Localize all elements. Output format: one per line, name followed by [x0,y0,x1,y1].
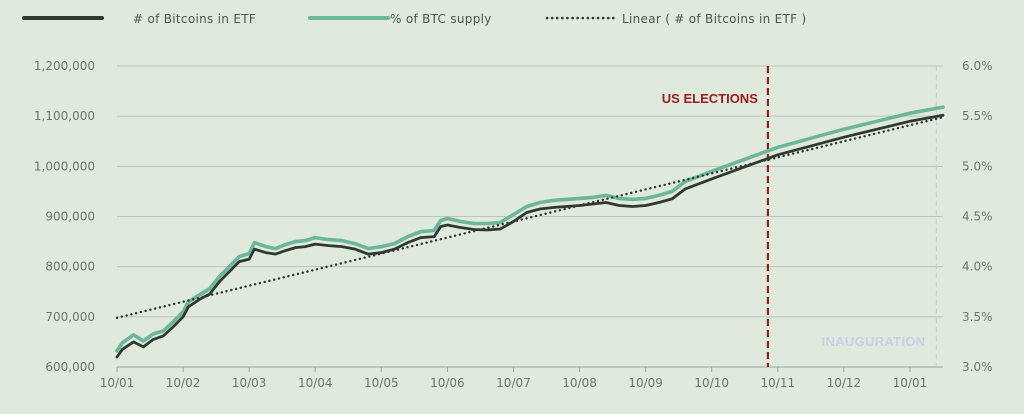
x-tick-label: 10/09 [628,376,663,390]
y-right-tick-label: 5.5% [962,109,993,123]
y-left-tick-label: 1,200,000 [34,59,95,73]
y-right-tick-label: 4.5% [962,210,993,224]
x-tick-label: 10/01 [100,376,135,390]
legend: # of Bitcoins in ETF % of BTC supply Linea… [22,12,806,26]
y-right-tick-label: 3.0% [962,360,993,374]
y-left-tick-label: 900,000 [45,210,95,224]
x-axis: 10/01 10/02 10/03 10/04 10/05 10/06 10/07 10/08… [100,367,928,390]
annotations: US ELECTIONS INAUGURATION [662,66,937,367]
y-left-tick-label: 1,100,000 [34,109,95,123]
y-left-tick-label: 800,000 [45,260,95,274]
x-tick-label: 10/12 [827,376,862,390]
x-tick-label: 10/07 [496,376,531,390]
y-right-tick-label: 3.5% [962,310,993,324]
x-tick-label: 10/03 [232,376,267,390]
y-left-tick-label: 600,000 [45,360,95,374]
legend-label: % of BTC supply [390,12,492,26]
x-tick-label: 10/05 [364,376,399,390]
series-line-pct-btc-supply [115,105,945,353]
y-axis-left: 600,000 700,000 800,000 900,000 1,000,000 1,1… [34,59,95,374]
y-right-tick-label: 4.0% [962,260,993,274]
gridlines [117,65,943,368]
y-right-tick-label: 5.0% [962,159,993,173]
legend-label: # of Bitcoins in ETF [133,12,256,26]
x-tick-label: 10/11 [761,376,796,390]
x-tick-label: 10/06 [430,376,465,390]
x-tick-label: 10/10 [694,376,729,390]
series-line-linear-trend [115,116,945,319]
us-elections-label: US ELECTIONS [662,91,758,106]
x-tick-label: 10/02 [166,376,201,390]
y-right-tick-label: 6.0% [962,59,993,73]
inauguration-label: INAUGURATION [822,334,926,349]
series-line-bitcoins-in-etf [115,113,945,359]
x-tick-label: 10/01 [893,376,928,390]
x-tick-label: 10/08 [562,376,597,390]
x-tick-label: 10/04 [298,376,333,390]
legend-label: Linear ( # of Bitcoins in ETF ) [622,12,806,26]
y-axis-right: 3.0% 3.5% 4.0% 4.5% 5.0% 5.5% 6.0% [962,59,993,374]
series-lines [115,105,945,359]
y-left-tick-label: 1,000,000 [34,159,95,173]
y-left-tick-label: 700,000 [45,310,95,324]
